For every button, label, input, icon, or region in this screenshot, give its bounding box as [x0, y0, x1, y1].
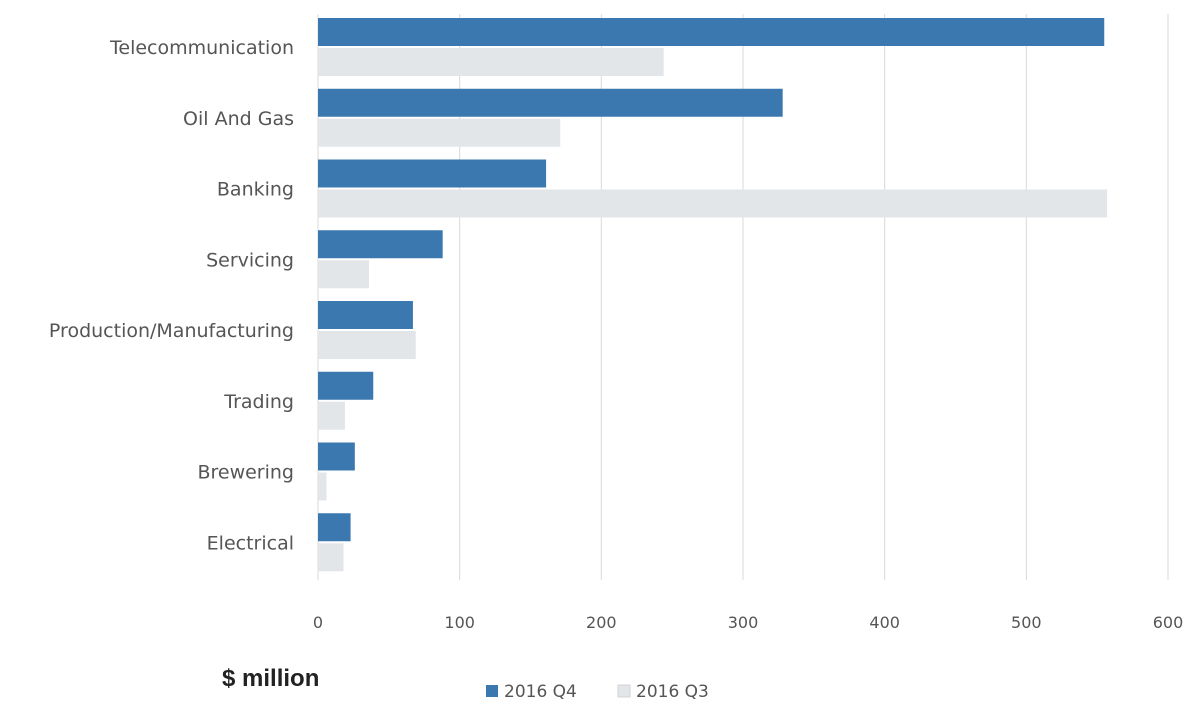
category-label: Brewering: [197, 462, 294, 484]
bar-q3: [318, 189, 1108, 218]
bar-q4: [318, 18, 1105, 46]
bar-q3: [318, 118, 561, 147]
bar-q4: [318, 513, 351, 542]
bar-q4: [318, 301, 413, 329]
bar-q4: [318, 88, 783, 117]
bar-q4: [318, 442, 355, 471]
x-axis-label: $ million: [222, 665, 319, 692]
category-label: Oil And Gas: [183, 108, 294, 130]
bar-q3: [318, 260, 369, 289]
legend-swatch: [617, 684, 631, 698]
x-tick-label: 300: [728, 613, 759, 632]
x-tick-label: 0: [313, 613, 323, 632]
x-tick-label: 500: [1011, 613, 1042, 632]
legend-label: 2016 Q4: [504, 682, 577, 702]
bars: [318, 18, 1108, 572]
legend-label: 2016 Q3: [636, 682, 709, 702]
category-label: Telecommunication: [109, 37, 294, 59]
bar-q3: [318, 543, 344, 572]
bar-q3: [318, 401, 345, 430]
legend-swatch: [486, 685, 498, 697]
category-label: Banking: [217, 179, 294, 201]
category-label: Trading: [223, 391, 294, 413]
category-label: Production/Manufacturing: [49, 320, 294, 342]
x-tick-label: 400: [869, 613, 900, 632]
x-tick-labels: 0 100 200 300 400 500 600: [313, 613, 1183, 632]
bar-q4: [318, 159, 547, 188]
x-tick-label: 600: [1153, 613, 1184, 632]
bar-q3: [318, 472, 327, 501]
bar-q4: [318, 230, 443, 259]
bar-q3: [318, 331, 416, 359]
bar-q4: [318, 371, 374, 400]
legend: 2016 Q4 2016 Q3: [486, 682, 709, 702]
x-tick-label: 100: [444, 613, 475, 632]
category-labels: Telecommunication Oil And Gas Banking Servi…: [49, 37, 294, 554]
category-label: Servicing: [206, 249, 294, 271]
category-label: Electrical: [207, 532, 294, 554]
bar-q3: [318, 48, 664, 76]
x-tick-label: 200: [586, 613, 617, 632]
